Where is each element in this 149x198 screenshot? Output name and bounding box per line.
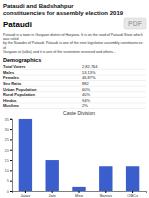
demographic-label: Urban Population <box>3 87 37 92</box>
y-tick-mark <box>10 119 12 120</box>
y-tick-mark <box>10 160 12 161</box>
demographic-label: Hindus <box>3 98 17 103</box>
x-tick: Jats <box>49 191 56 198</box>
description-line: was ruled <box>3 37 18 41</box>
x-tick-label: Banias <box>100 193 112 198</box>
title: Pataudi and Badshahpurconstituencies for… <box>3 3 124 16</box>
demographics-label: Demographics <box>3 57 41 63</box>
x-tick-label: OBCs <box>127 193 138 198</box>
x-tick-label: Jats <box>49 193 56 198</box>
demographic-label: Muslims <box>3 103 20 108</box>
demographic-label: Rural Population <box>3 92 36 97</box>
demographic-value: 40% <box>82 92 90 97</box>
demographic-value: 2,82,764 <box>82 64 98 69</box>
y-tick-label: 30 <box>5 127 10 132</box>
y-tick-label: 5 <box>7 178 10 183</box>
description: Pataudi is a town in Gurgaon district of… <box>3 33 143 55</box>
y-tick: 25 <box>5 137 12 142</box>
y-tick: 30 <box>5 127 12 132</box>
bar <box>126 166 139 191</box>
y-axis: 0 5 10 15 20 25 30 35 <box>5 117 13 194</box>
divider <box>3 80 146 81</box>
bar <box>46 160 59 191</box>
bars <box>19 119 140 191</box>
x-axis: Jatav Jats Meo Banias OBCs <box>13 191 147 198</box>
y-tick: 0 <box>7 189 12 194</box>
x-tick-label: Meo <box>75 193 84 198</box>
bar <box>19 119 32 191</box>
demographic-label: Females <box>3 75 20 80</box>
y-tick-mark <box>10 170 12 171</box>
demographic-label: Total Voters <box>3 64 26 69</box>
y-tick: 20 <box>5 148 12 153</box>
demographic-value: 2% <box>82 103 88 108</box>
y-tick-label: 0 <box>7 189 10 194</box>
divider <box>3 97 146 98</box>
description-line: by the Nawabs of Pataudi. Pataudi is one… <box>3 41 143 45</box>
demographic-value: 60% <box>82 87 90 92</box>
demographic-value: 882 <box>82 81 89 86</box>
y-tick-label: 15 <box>5 158 10 163</box>
page: Pataudi and Badshahpurconstituencies for… <box>0 0 149 198</box>
y-tick-label: 35 <box>5 117 10 122</box>
y-tick-mark <box>10 150 12 151</box>
y-tick-mark <box>10 139 12 140</box>
demographic-label: Males <box>3 70 15 75</box>
bar <box>99 166 112 191</box>
divider <box>3 102 146 103</box>
title-line: Pataudi and Badshahpur <box>3 3 74 9</box>
y-tick-label: 10 <box>5 168 10 173</box>
chart-title: Caste Division <box>63 110 95 116</box>
demographic-value: 94% <box>82 98 90 103</box>
x-tick-label: Jatav <box>21 193 31 198</box>
y-tick-label: 25 <box>5 137 10 142</box>
x-tick: Banias <box>100 191 112 198</box>
x-tick: OBCs <box>127 191 138 198</box>
description-line: Pataudi is a town in Gurgaon district of… <box>3 33 143 37</box>
divider <box>3 69 146 70</box>
title-line: constituencies for assembly election 201… <box>3 10 124 16</box>
y-tick-label: 20 <box>5 148 10 153</box>
y-tick-mark <box>10 181 12 182</box>
y-tick: 5 <box>7 178 12 183</box>
demographic-label: Sex Ratio <box>3 81 22 86</box>
y-tick: 15 <box>5 158 12 163</box>
y-tick-mark <box>10 191 12 192</box>
x-tick: Meo <box>75 191 84 198</box>
y-tick: 35 <box>5 117 12 122</box>
x-tick: Jatav <box>21 191 31 198</box>
y-axis-line <box>10 119 13 191</box>
description-line: Gurgaon at (talka) and it is one of the … <box>3 50 116 54</box>
watermark: PDF <box>128 20 143 27</box>
description-line: of <box>3 46 6 50</box>
demographic-value: 46.87% <box>82 75 96 80</box>
bar <box>72 187 85 191</box>
section-title: Pataudi <box>3 20 32 29</box>
demographic-value: 53.13% <box>82 70 96 75</box>
y-tick: 10 <box>5 168 12 173</box>
watermark-box <box>124 18 146 29</box>
divider <box>3 74 146 75</box>
y-tick-mark <box>10 129 12 130</box>
